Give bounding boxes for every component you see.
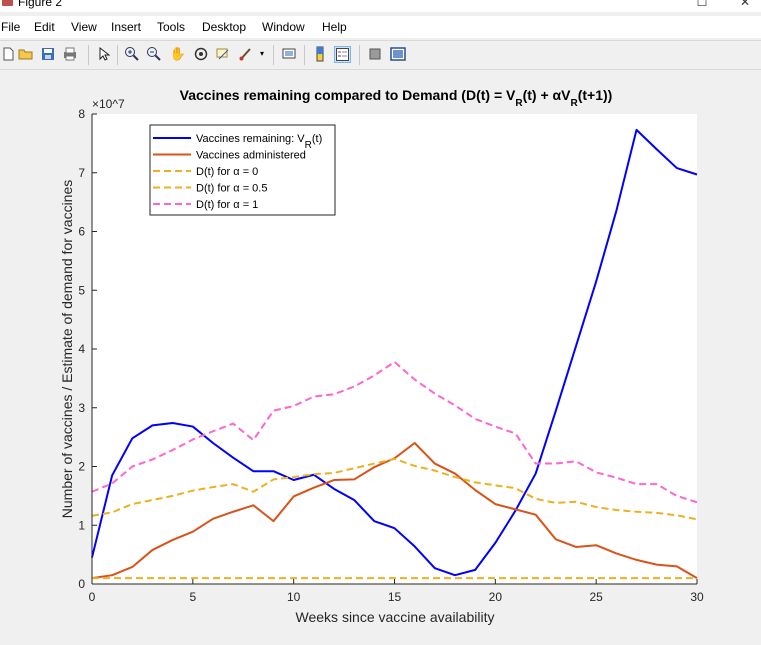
menu-help[interactable]: Help [322,20,347,34]
brush-icon[interactable] [238,46,254,62]
toolbar-separator [117,45,118,65]
x-axis-label: Weeks since vaccine availability [296,609,495,625]
x-tick-label: 20 [489,590,503,604]
legend-entry-1: Vaccines remaining: VR(t) [196,133,322,151]
y-tick-label: 1 [78,518,85,532]
legend-entry-5: D(t) for α = 1 [196,199,258,211]
legend-entry-3: D(t) for α = 0 [196,166,258,178]
menu-bar: File Edit View Insert Tools Desktop Wind… [0,16,761,38]
window-title-bar: Figure 2 ☐ ✕ [0,0,761,12]
y-tick-label: 7 [78,166,85,180]
close-button[interactable]: ✕ [739,0,751,9]
figure-app-icon [2,0,13,6]
toolbar-separator [88,45,89,65]
figure-toolbar: ✋ ▾ [0,40,761,70]
show-plot-tools-icon[interactable] [390,46,406,62]
x-tick-label: 30 [690,590,704,604]
data-cursor-icon[interactable] [215,46,231,62]
series-line-5-d-t-for-1 [91,360,698,504]
toolbar-separator [359,45,360,65]
link-plot-icon[interactable] [281,46,297,62]
series-line-4-d-t-for-0-5 [91,457,698,521]
menu-tools[interactable]: Tools [157,20,186,34]
zoom-in-icon[interactable] [124,46,140,62]
pointer-icon[interactable] [96,46,112,62]
maximize-button[interactable]: ☐ [696,0,708,9]
legend[interactable]: Vaccines remaining: VR(t)Vaccines admini… [149,124,336,216]
legend-entry-4: D(t) for α = 0.5 [196,183,267,195]
y-tick-label: 2 [78,460,85,474]
axes-layer: 0 5 10 15 20 25 30 0 1 2 3 4 5 6 7 8 [78,107,704,604]
toolbar-separator [304,45,305,65]
print-icon[interactable] [62,46,78,62]
save-icon[interactable] [40,46,56,62]
zoom-out-icon[interactable] [146,46,162,62]
y-tick-label: 3 [78,401,85,415]
open-icon[interactable] [18,46,34,62]
menu-edit[interactable]: Edit [34,20,55,34]
new-figure-icon[interactable] [0,46,16,62]
figure-canvas: 0 5 10 15 20 25 30 0 1 2 3 4 5 6 7 8 Vaccines remaining… [59,87,704,625]
y-tick-label: 8 [78,107,85,121]
series-layer [91,128,698,580]
menu-insert[interactable]: Insert [111,20,142,34]
colorbar-icon[interactable] [312,46,328,62]
toolbar-separator [273,45,274,65]
series-line-1-vaccines-remaining-v-r-t [91,128,698,577]
y-tick-label: 6 [78,225,85,239]
menu-file[interactable]: File [1,20,21,34]
x-tick-label: 5 [189,590,196,604]
y-axis-label: Number of vaccines / Estimate of demand … [59,180,75,518]
x-tick-label: 10 [287,590,301,604]
y-tick-label: 0 [78,577,85,591]
pan-icon[interactable]: ✋ [169,46,187,61]
x-tick-label: 15 [388,590,402,604]
y-tick-label: 5 [78,283,85,297]
x-tick-label: 0 [89,590,96,604]
legend-entry-2: Vaccines administered [196,150,306,162]
legend-icon[interactable] [334,46,351,63]
menu-desktop[interactable]: Desktop [202,20,247,34]
menu-window[interactable]: Window [262,20,305,34]
window-title: Figure 2 [18,0,63,9]
rotate-3d-icon[interactable] [193,46,209,62]
y-tick-label: 4 [78,342,85,356]
brush-dropdown-icon[interactable]: ▾ [259,49,264,58]
chart-title: Vaccines remaining compared to Demand (D… [180,87,613,109]
menu-view[interactable]: View [71,20,97,34]
hide-plot-tools-icon[interactable] [367,46,383,62]
x-tick-label: 25 [589,590,603,604]
y-axis-exponent: ×10^7 [92,97,125,111]
